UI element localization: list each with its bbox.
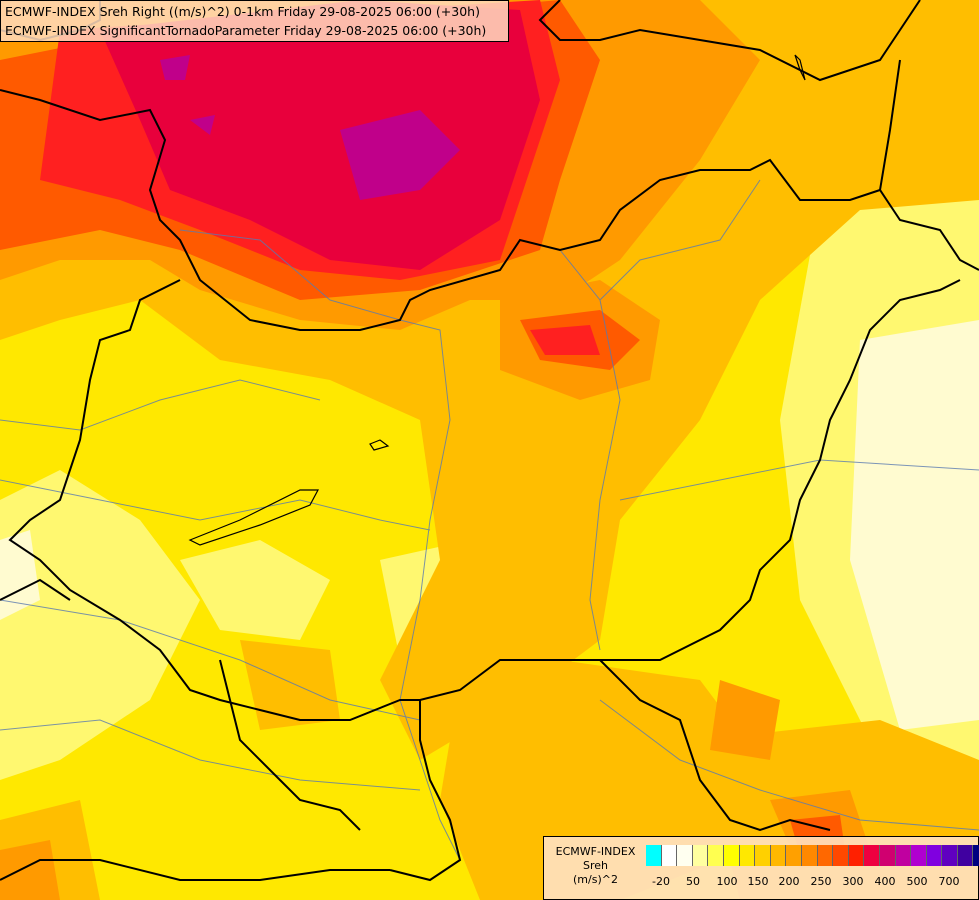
legend-swatch	[646, 845, 662, 866]
legend-swatch	[755, 845, 771, 866]
title-line-2: ECMWF-INDEX SignificantTornadoParameter …	[5, 23, 487, 38]
legend-swatch	[833, 845, 849, 866]
legend-swatch	[817, 845, 834, 866]
legend-swatch	[957, 845, 974, 866]
legend-title-line-3: (m/s)^2	[573, 873, 618, 886]
rivers	[0, 179, 979, 861]
legend-tick-label: 500	[906, 875, 928, 888]
legend-swatch	[677, 845, 693, 866]
legend-title: ECMWF-INDEX Sreh (m/s)^2	[548, 845, 643, 887]
legend-swatch	[770, 845, 787, 866]
legend-swatch	[973, 845, 979, 866]
legend-swatch	[864, 845, 880, 866]
legend-swatch	[801, 845, 818, 866]
legend-tick-label: 150	[747, 875, 769, 888]
legend-swatch	[739, 845, 756, 866]
color-legend: ECMWF-INDEX Sreh (m/s)^2 -20 50 100 150 200 2…	[543, 836, 979, 900]
legend-swatch	[848, 845, 865, 866]
legend-swatch	[911, 845, 927, 866]
legend-swatch	[879, 845, 896, 866]
legend-tick-label: 200	[778, 875, 800, 888]
legend-tick-label: 50	[686, 875, 700, 888]
legend-ticks: -20 50 100 150 200 250 300 400 500 700	[646, 875, 976, 889]
legend-tick-label: 300	[842, 875, 864, 888]
legend-swatches	[646, 845, 979, 866]
title-line-1: ECMWF-INDEX Sreh Right ((m/s)^2) 0-1km F…	[5, 4, 480, 19]
legend-swatch	[692, 845, 709, 866]
legend-swatch	[942, 845, 958, 866]
lakes	[188, 54, 806, 546]
legend-swatch	[723, 845, 740, 866]
legend-tick-label: -20	[652, 875, 670, 888]
legend-title-line-1: ECMWF-INDEX	[555, 845, 636, 858]
legend-tick-label: 100	[716, 875, 738, 888]
peak-values-field	[160, 55, 460, 200]
map-title-box: ECMWF-INDEX Sreh Right ((m/s)^2) 0-1km F…	[0, 0, 509, 42]
legend-swatch	[786, 845, 802, 866]
legend-swatch	[926, 845, 943, 866]
legend-tick-label: 700	[938, 875, 960, 888]
legend-title-line-2: Sreh	[582, 859, 608, 872]
extreme-values-field	[100, 0, 540, 270]
legend-tick-label: 250	[810, 875, 832, 888]
legend-tick-label: 400	[874, 875, 896, 888]
legend-swatch	[895, 845, 912, 866]
legend-swatch	[708, 845, 724, 866]
legend-swatch	[661, 845, 678, 866]
